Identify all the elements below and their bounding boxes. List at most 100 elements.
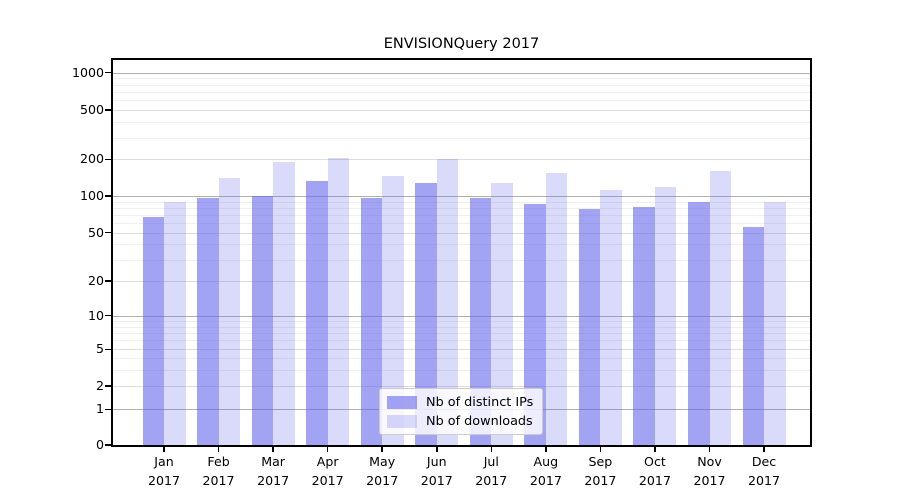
bar-distinct-ips bbox=[688, 201, 710, 445]
y-tick-mark bbox=[105, 195, 111, 197]
gridline-minor bbox=[113, 122, 810, 124]
x-tick-month: Dec bbox=[751, 454, 777, 469]
x-tick-mark bbox=[708, 447, 711, 452]
bar-downloads bbox=[327, 157, 350, 445]
x-tick-year: 2017 bbox=[202, 472, 235, 488]
bar-downloads bbox=[164, 201, 186, 445]
chart-title: ENVISIONQuery 2017 bbox=[383, 36, 540, 52]
x-tick-month: Nov bbox=[697, 454, 722, 469]
bar-downloads bbox=[218, 178, 241, 445]
y-tick-mark bbox=[105, 71, 111, 74]
x-tick-mark bbox=[326, 447, 329, 452]
gridline-sub bbox=[113, 281, 810, 282]
x-tick-label-oct: Oct 2017 bbox=[625, 453, 685, 490]
x-tick-label-mar: Mar 2017 bbox=[243, 453, 303, 490]
x-tick-label-apr: Apr 2017 bbox=[298, 453, 358, 490]
gridline-minor bbox=[113, 78, 810, 80]
gridline-minor bbox=[113, 340, 810, 342]
legend-label-downloads: Nb of downloads bbox=[426, 413, 533, 429]
bar-downloads bbox=[273, 161, 295, 445]
y-tick-mark bbox=[105, 444, 111, 446]
gridline-minor bbox=[113, 137, 810, 139]
x-tick-month: Jan bbox=[154, 454, 174, 469]
gridline-sub bbox=[113, 232, 810, 234]
bar-distinct-ips bbox=[742, 226, 765, 445]
x-tick-mark bbox=[545, 447, 547, 452]
y-tick-mark bbox=[105, 348, 111, 351]
bar-distinct-ips bbox=[578, 209, 601, 445]
bar-downloads bbox=[764, 201, 786, 445]
gridline-minor bbox=[113, 207, 810, 209]
bar-distinct-ips bbox=[415, 182, 437, 445]
x-tick-year: 2017 bbox=[311, 472, 344, 488]
gridline-minor bbox=[113, 84, 810, 86]
x-tick-month: Jun bbox=[426, 454, 447, 469]
x-tick-year: 2017 bbox=[748, 472, 781, 488]
y-tick-label: 1000 bbox=[71, 64, 104, 80]
x-tick-year: 2017 bbox=[584, 472, 617, 488]
gridline-sub bbox=[113, 349, 810, 351]
gridline-sub bbox=[113, 159, 810, 161]
bar-distinct-ips bbox=[360, 197, 383, 445]
x-tick-label-jan: Jan 2017 bbox=[134, 453, 194, 490]
bar-downloads bbox=[436, 159, 459, 445]
x-tick-label-may: May 2017 bbox=[352, 453, 412, 490]
bar-downloads bbox=[600, 190, 622, 445]
x-tick-mark bbox=[763, 447, 765, 452]
gridline-minor bbox=[113, 100, 810, 102]
y-tick-mark bbox=[105, 231, 111, 234]
x-tick-month: Oct bbox=[644, 454, 666, 469]
legend-item-downloads: Nb of downloads bbox=[387, 414, 535, 429]
x-tick-month: Sep bbox=[588, 454, 613, 469]
bar-distinct-ips bbox=[251, 196, 274, 445]
legend-item-distinct-ips: Nb of distinct IPs bbox=[387, 395, 535, 410]
bar-distinct-ips bbox=[142, 217, 164, 445]
x-tick-year: 2017 bbox=[257, 472, 290, 488]
y-tick-label: 2 bbox=[95, 378, 104, 393]
x-tick-mark bbox=[435, 447, 438, 452]
x-tick-year: 2017 bbox=[475, 472, 508, 488]
x-tick-label-jul: Jul 2017 bbox=[461, 453, 521, 490]
x-tick-mark bbox=[217, 447, 220, 452]
bar-downloads bbox=[709, 171, 731, 445]
x-tick-mark bbox=[381, 447, 383, 452]
x-tick-year: 2017 bbox=[420, 472, 453, 488]
x-tick-label-jun: Jun 2017 bbox=[407, 453, 467, 490]
x-tick-label-feb: Feb 2017 bbox=[189, 453, 249, 490]
x-tick-label-aug: Aug 2017 bbox=[516, 453, 576, 490]
bar-downloads bbox=[654, 186, 677, 445]
gridline-minor bbox=[113, 223, 810, 225]
gridline-minor bbox=[113, 244, 810, 246]
y-tick-label: 200 bbox=[79, 151, 104, 167]
gridline-minor bbox=[113, 214, 810, 216]
x-tick-year: 2017 bbox=[529, 472, 562, 488]
y-tick-mark bbox=[105, 314, 111, 317]
x-tick-year: 2017 bbox=[147, 472, 181, 488]
bar-downloads bbox=[545, 173, 568, 445]
x-tick-mark bbox=[272, 447, 274, 452]
y-tick-mark bbox=[105, 158, 111, 161]
y-tick-label: 20 bbox=[87, 273, 104, 288]
legend-swatch-distinct-ips-icon bbox=[387, 395, 417, 409]
legend: Nb of distinct IPs Nb of downloads bbox=[379, 388, 543, 435]
bar-downloads bbox=[382, 176, 404, 445]
gridline-minor bbox=[113, 326, 810, 328]
y-tick-label: 0 bbox=[95, 437, 104, 452]
y-tick-mark bbox=[105, 385, 111, 387]
x-tick-label-dec: Dec 2017 bbox=[734, 453, 794, 490]
bar-distinct-ips bbox=[524, 203, 546, 445]
y-tick-label: 50 bbox=[87, 224, 104, 240]
y-tick-label: 10 bbox=[87, 307, 104, 323]
gridline-major bbox=[113, 315, 810, 317]
x-tick-mark bbox=[163, 447, 165, 452]
x-tick-month: Mar bbox=[261, 454, 285, 469]
x-tick-mark bbox=[490, 447, 493, 452]
x-tick-month: Feb bbox=[207, 454, 230, 469]
gridline-major bbox=[113, 196, 810, 197]
bar-distinct-ips bbox=[633, 206, 655, 445]
y-tick-mark bbox=[105, 408, 111, 411]
gridline-sub bbox=[113, 386, 810, 387]
x-tick-year: 2017 bbox=[366, 472, 399, 488]
x-tick-year: 2017 bbox=[693, 472, 726, 488]
